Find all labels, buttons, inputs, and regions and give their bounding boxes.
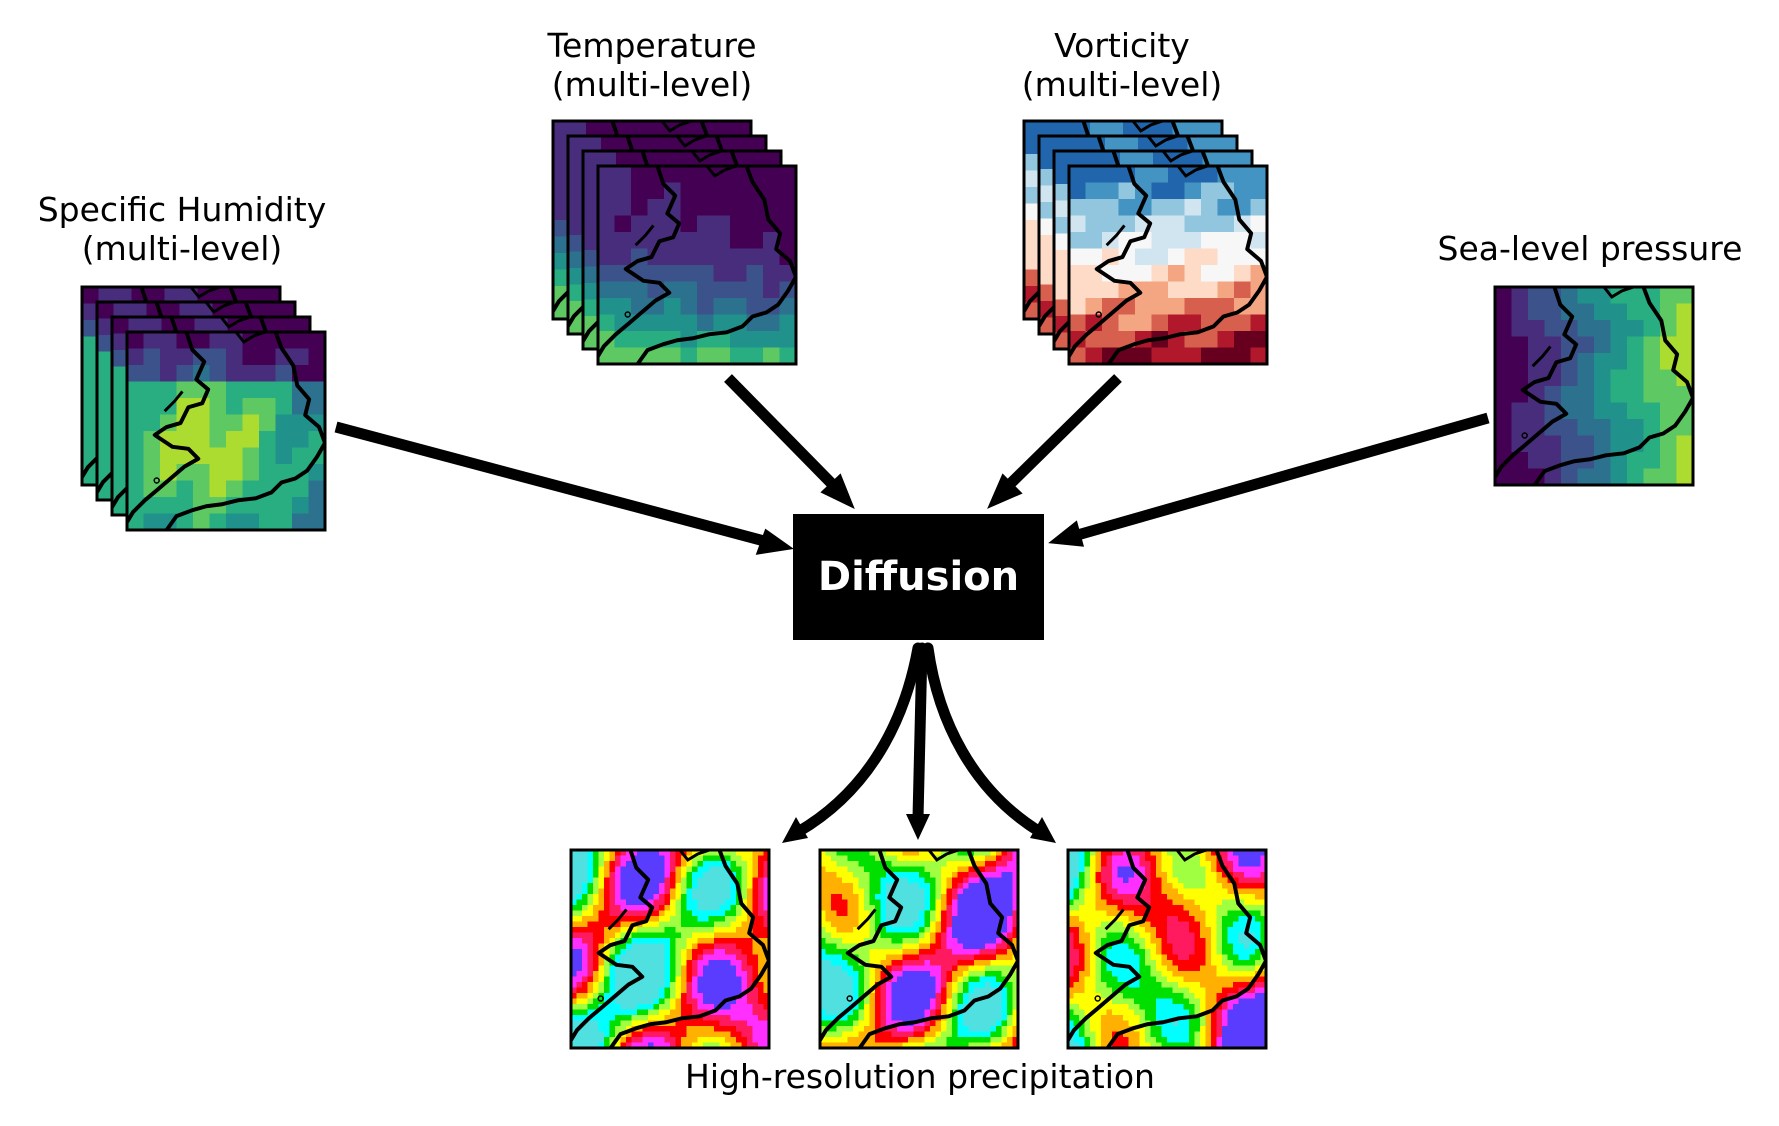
precip-sample-3	[1068, 850, 1267, 1049]
arrow-pressure-to-diffusion	[1052, 418, 1488, 545]
pressure-label: Sea-level pressure	[1420, 229, 1760, 268]
arrow-temperature-to-diffusion	[728, 378, 852, 506]
vorticity-map-stack	[1024, 121, 1268, 365]
precip-sample-1	[571, 850, 770, 1049]
precip-sample-2	[820, 850, 1019, 1049]
temperature-map-stack	[553, 121, 797, 365]
diffusion-model-box: Diffusion	[793, 514, 1044, 640]
vorticity-label: Vorticity (multi-level)	[962, 26, 1282, 104]
pressure-label-line1: Sea-level pressure	[1420, 229, 1760, 268]
pressure-map	[1495, 287, 1694, 486]
diffusion-label: Diffusion	[818, 554, 1019, 600]
temperature-label-line1: Temperature	[492, 26, 812, 65]
arrow-diffusion-to-sample-3	[928, 648, 1056, 843]
humidity-label-line2: (multi-level)	[22, 229, 342, 268]
vorticity-label-line1: Vorticity	[962, 26, 1282, 65]
humidity-label-line1: Specific Humidity	[22, 190, 342, 229]
temperature-label-line2: (multi-level)	[492, 65, 812, 104]
humidity-map-stack	[82, 287, 326, 531]
arrow-humidity-to-diffusion	[336, 427, 790, 553]
arrow-vorticity-to-diffusion	[990, 378, 1118, 506]
output-label: High-resolution precipitation	[570, 1057, 1270, 1096]
humidity-label: Specific Humidity (multi-level)	[22, 190, 342, 268]
arrow-diffusion-to-sample-1	[782, 648, 918, 843]
temperature-label: Temperature (multi-level)	[492, 26, 812, 104]
vorticity-label-line2: (multi-level)	[962, 65, 1282, 104]
